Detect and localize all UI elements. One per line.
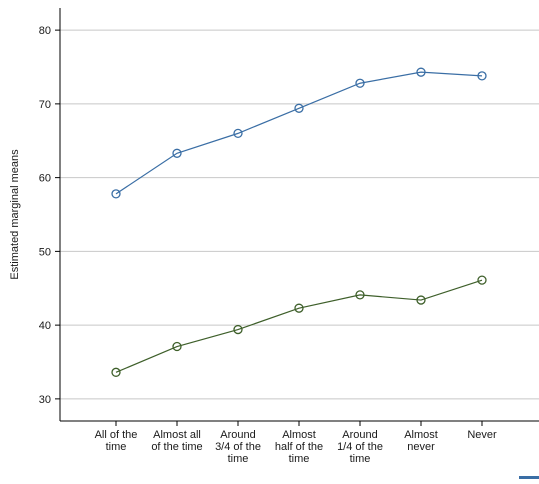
x-tick-label: All of the time [95, 429, 138, 453]
legend-fragment [519, 476, 539, 479]
series-2-point [416, 295, 426, 305]
y-tick-label: 70 [39, 99, 51, 111]
series-1-point [477, 71, 487, 81]
series-1-point [172, 148, 182, 158]
x-tick-label: Around 1/4 of the time [337, 429, 383, 465]
x-tick-label: Almost all of the time [151, 429, 202, 453]
axes [55, 8, 539, 426]
series-2-line [115, 279, 483, 373]
x-tick-label-line: Almost all [153, 429, 201, 441]
x-tick-label: Almost half of the time [275, 429, 323, 465]
series-2-point [294, 303, 304, 313]
y-tick-label: 40 [39, 320, 51, 332]
x-tick-label-line: time [228, 453, 249, 465]
gridlines [60, 29, 539, 400]
x-tick-label-line: time [289, 453, 310, 465]
series-1-line [115, 71, 483, 195]
y-axis-title: Estimated marginal means [9, 149, 21, 280]
series-1-point [111, 189, 121, 199]
series-1-point [416, 67, 426, 77]
y-tick-label: 60 [39, 173, 51, 185]
series-2-point [111, 367, 121, 377]
x-tick-label-line: never [407, 441, 435, 453]
x-tick-label-line: All of the [95, 429, 138, 441]
x-tick-label-line: Around [342, 429, 377, 441]
series-2-point [477, 275, 487, 285]
x-tick-label-line: Never [467, 429, 497, 441]
x-tick-label-line: Almost [282, 429, 316, 441]
x-tick-label-line: half of the [275, 441, 323, 453]
y-tick-label: 30 [39, 394, 51, 406]
series-2-point [233, 324, 243, 335]
x-tick-label-line: time [350, 453, 371, 465]
x-tick-label-line: of the time [151, 441, 202, 453]
x-tick-label-line: 3/4 of the [215, 441, 261, 453]
y-tick-label: 50 [39, 246, 51, 258]
x-tick-label-line: time [106, 441, 127, 453]
x-tick-label-line: Almost [404, 429, 438, 441]
x-tick-label-line: Around [220, 429, 255, 441]
series-1-point [233, 128, 243, 139]
series-1-point [294, 103, 304, 113]
y-tick-label: 80 [39, 25, 51, 37]
x-tick-label: Never [467, 429, 497, 441]
series-2-point [172, 341, 182, 352]
series-2-point [355, 290, 365, 300]
x-tick-label-line: 1/4 of the [337, 441, 383, 453]
series [111, 67, 487, 377]
x-tick-label: Almost never [404, 429, 438, 453]
x-tick-label: Around 3/4 of the time [215, 429, 261, 465]
series-1-point [355, 78, 365, 88]
